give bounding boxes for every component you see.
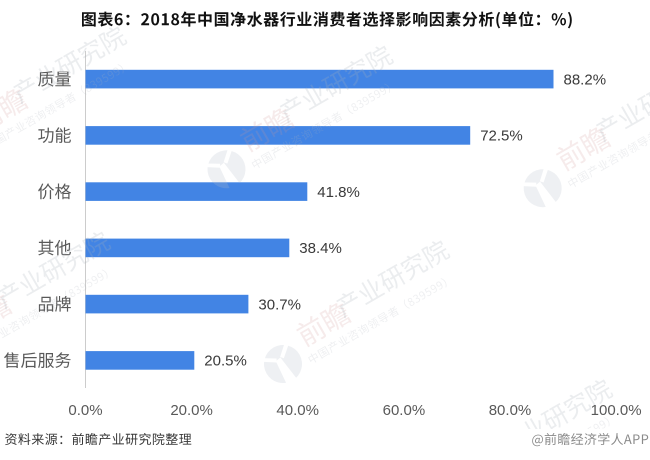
svg-text:30.7%: 30.7% [258, 296, 301, 313]
svg-text:38.4%: 38.4% [299, 240, 342, 257]
svg-text:20.0%: 20.0% [170, 402, 213, 419]
svg-text:40.0%: 40.0% [276, 402, 319, 419]
svg-text:80.0%: 80.0% [489, 402, 532, 419]
svg-text:88.2%: 88.2% [564, 71, 607, 88]
svg-text:41.8%: 41.8% [317, 184, 360, 201]
svg-text:0.0%: 0.0% [68, 402, 102, 419]
svg-text:20.5%: 20.5% [204, 353, 247, 370]
svg-text:100.0%: 100.0% [591, 402, 642, 419]
svg-text:60.0%: 60.0% [383, 402, 426, 419]
svg-text:72.5%: 72.5% [480, 128, 523, 145]
